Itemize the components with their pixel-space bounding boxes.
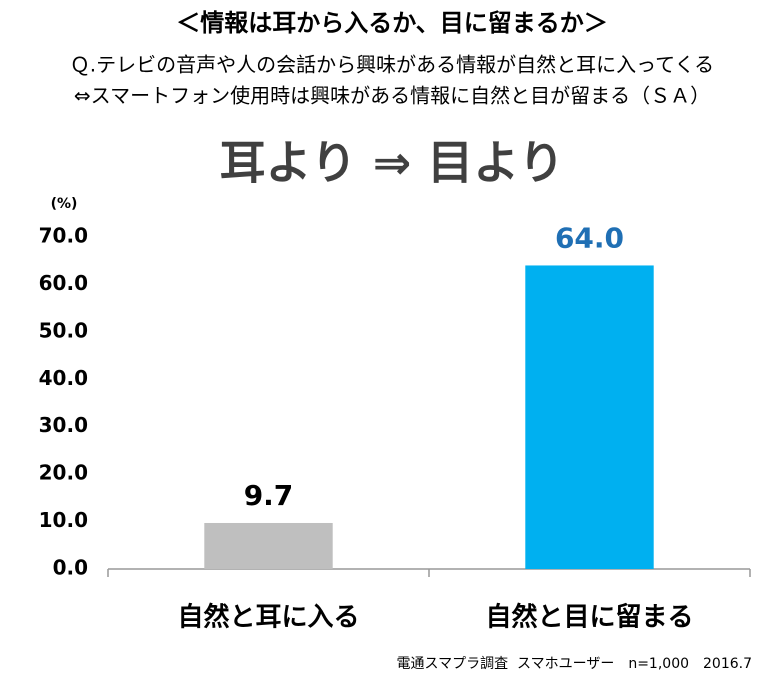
subtitle: Ｑ.テレビの音声や人の会話から興味がある情報が自然と耳に入ってくる (70, 53, 714, 77)
y-tick-label: 40.0 (39, 366, 88, 390)
headline: 耳より ⇒ 目より (220, 136, 565, 190)
footnote: 電通スマプラ調査 スマホユーザー n=1,000 2016.7 (397, 656, 752, 672)
y-tick-label: 30.0 (39, 413, 88, 437)
y-tick-label: 0.0 (53, 556, 88, 580)
x-tick-label: 自然と目に留まる (485, 602, 693, 633)
bar (204, 522, 333, 569)
y-tick-label: 70.0 (39, 224, 88, 248)
value-label: 64.0 (555, 221, 624, 254)
x-tick-label: 自然と耳に入る (177, 602, 359, 633)
y-axis-label: (%) (51, 196, 78, 212)
chart-title: ＜情報は耳から入るか、目に留まるか＞ (176, 9, 608, 37)
value-label: 9.7 (244, 479, 294, 512)
subtitle: ⇔スマートフォン使用時は興味がある情報に自然と目が留まる（ＳＡ） (74, 84, 710, 108)
bar (525, 265, 654, 569)
y-tick-label: 60.0 (39, 271, 88, 295)
y-tick-label: 20.0 (39, 461, 88, 485)
y-tick-label: 50.0 (39, 318, 88, 342)
y-tick-label: 10.0 (39, 508, 88, 532)
